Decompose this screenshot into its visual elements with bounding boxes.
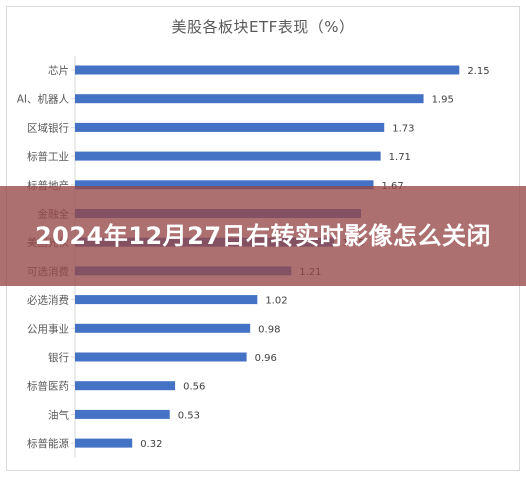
bar [75, 409, 170, 419]
data-label: 1.73 [392, 123, 414, 134]
data-label: 0.53 [178, 410, 200, 421]
data-label: 1.95 [432, 95, 454, 106]
bar [75, 295, 258, 305]
data-label: 1.71 [389, 152, 411, 163]
bar [75, 352, 247, 362]
category-label: 标普能源 [27, 437, 69, 450]
category-label: 标普医药 [27, 380, 69, 393]
data-label: 0.32 [140, 439, 162, 450]
data-label: 0.96 [255, 353, 277, 364]
bar [75, 438, 133, 448]
data-label: 1.02 [265, 296, 287, 307]
bar [75, 323, 251, 333]
category-label: 公用事业 [27, 322, 69, 335]
headline-banner: 2024年12月27日右转实时影像怎么关闭 [0, 186, 526, 286]
category-label: 芯片 [48, 64, 69, 77]
category-label: 油气 [48, 408, 69, 421]
category-label: 必选消费 [27, 294, 69, 307]
category-label: AI、机器人 [17, 93, 70, 106]
data-label: 2.15 [467, 66, 489, 77]
bar [75, 381, 176, 391]
category-label: 银行 [48, 351, 69, 364]
bar [75, 180, 374, 190]
headline-text: 2024年12月27日右转实时影像怎么关闭 [34, 222, 492, 250]
bar [75, 65, 460, 75]
chart-title: 美股各板块ETF表现（%） [171, 18, 355, 36]
category-label: 标普工业 [27, 150, 69, 163]
bar [75, 151, 381, 161]
category-label: 区域银行 [27, 121, 69, 134]
bar [75, 94, 424, 104]
data-label: 0.98 [258, 324, 280, 335]
data-label: 0.56 [183, 382, 205, 393]
bar [75, 122, 385, 132]
